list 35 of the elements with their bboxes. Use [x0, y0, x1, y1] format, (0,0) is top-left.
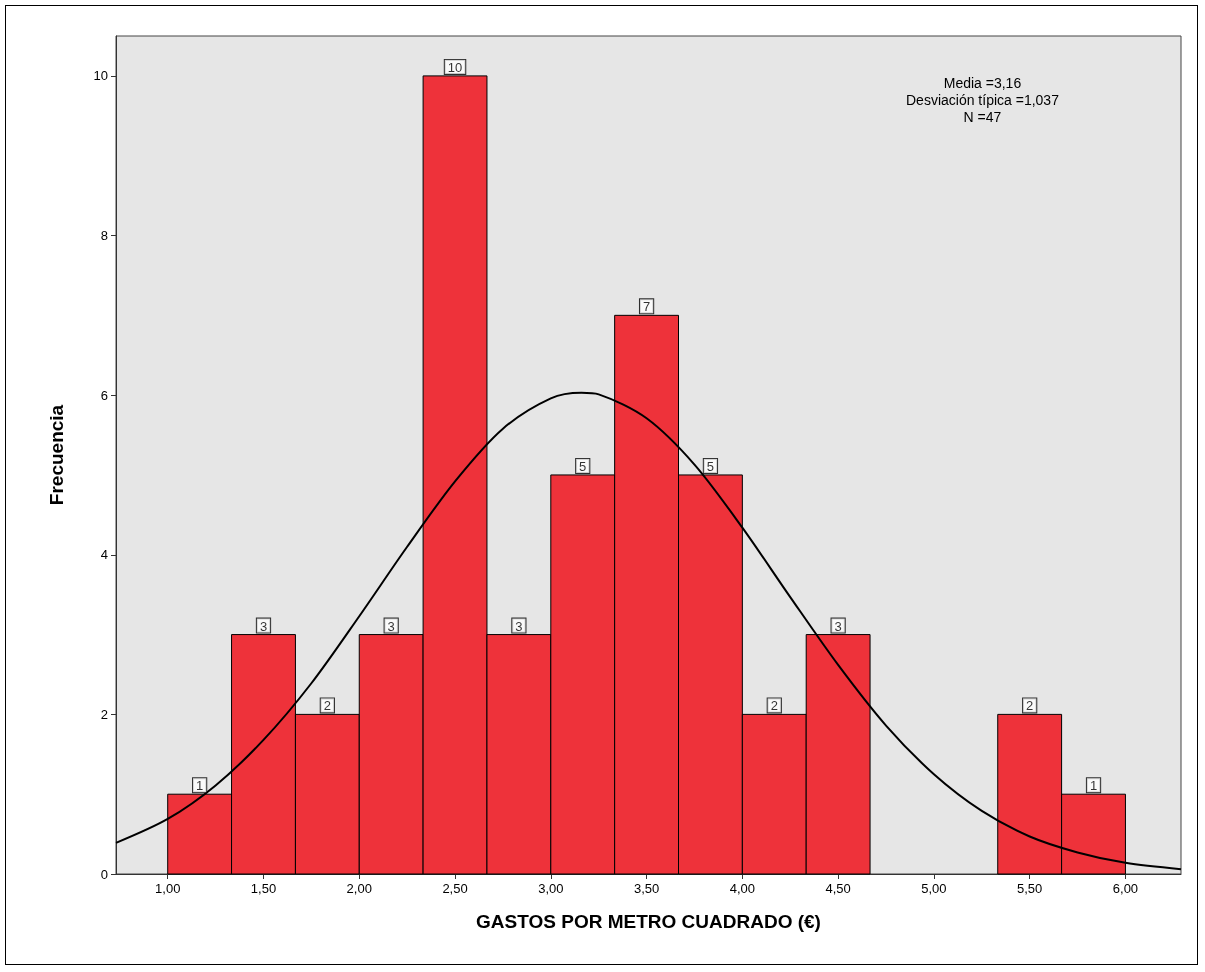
x-tick-label: 1,00	[155, 881, 181, 896]
y-tick-label: 6	[100, 387, 108, 403]
annotation: N =47	[963, 108, 1002, 125]
x-tick-label: 4,00	[729, 881, 756, 896]
x-tick-label: 5,00	[921, 881, 947, 896]
x-tick-label: 4,50	[825, 881, 851, 896]
data-label: 2	[770, 698, 778, 714]
y-tick-label: 10	[93, 68, 108, 84]
data-label: 2	[1026, 698, 1034, 714]
annotation: Media =3,16	[943, 74, 1022, 91]
x-tick-label: 1,50	[250, 881, 277, 896]
data-label: 3	[834, 618, 842, 634]
data-label: 5	[579, 458, 587, 474]
data-label: 3	[259, 618, 268, 634]
data-label: 3	[515, 618, 523, 634]
y-tick-label: 0	[100, 866, 108, 882]
data-label: 5	[706, 458, 715, 474]
y-tick-label: 4	[100, 547, 108, 563]
x-axis-title: GASTOS POR METRO CUADRADO (€)	[476, 911, 821, 932]
x-tick-label: 6,00	[1112, 881, 1139, 896]
data-label: 1	[196, 778, 204, 794]
annotation: Desviación típica =1,037	[905, 91, 1060, 108]
data-label: 1	[1089, 778, 1098, 794]
x-tick-label: 2,50	[442, 881, 468, 896]
data-label: 2	[323, 698, 331, 714]
data-label: 10	[447, 59, 463, 75]
x-tick-label: 2,00	[346, 881, 372, 896]
y-tick-label: 2	[100, 706, 108, 722]
x-tick-label: 5,50	[1017, 881, 1043, 896]
x-tick-label: 3,00	[538, 881, 564, 896]
y-axis-title: Frecuencia	[46, 404, 67, 506]
x-tick-label: 3,50	[633, 881, 660, 896]
data-label: 7	[642, 299, 651, 315]
y-tick-label: 8	[100, 228, 108, 244]
data-label: 3	[387, 618, 395, 634]
